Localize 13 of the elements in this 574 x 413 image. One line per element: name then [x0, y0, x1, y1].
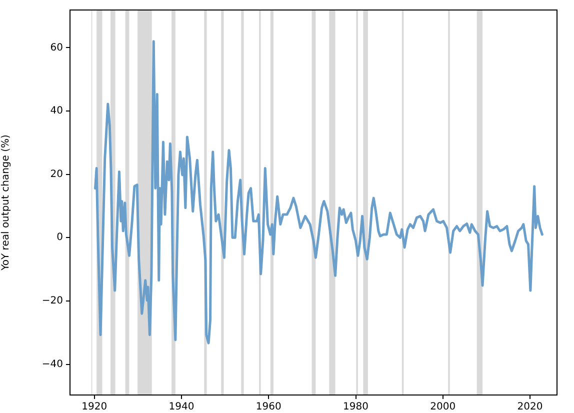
- y-tick-label: −20: [42, 296, 63, 307]
- y-tick-label: 20: [50, 168, 63, 180]
- y-axis-title: YoY real output change (%): [0, 134, 12, 272]
- x-tick-label: 1920: [82, 402, 108, 413]
- y-tick-label: 60: [50, 42, 63, 54]
- y-tick-label: 0: [56, 232, 63, 244]
- x-tick-label: 1960: [256, 402, 282, 413]
- x-tick-label: 2000: [430, 402, 456, 413]
- y-tick-label: 40: [50, 106, 63, 117]
- x-tick-label: 1940: [168, 402, 194, 413]
- y-tick-label: −40: [42, 358, 63, 370]
- x-tick-label: 2020: [517, 402, 543, 413]
- x-tick-label: 1980: [343, 402, 368, 413]
